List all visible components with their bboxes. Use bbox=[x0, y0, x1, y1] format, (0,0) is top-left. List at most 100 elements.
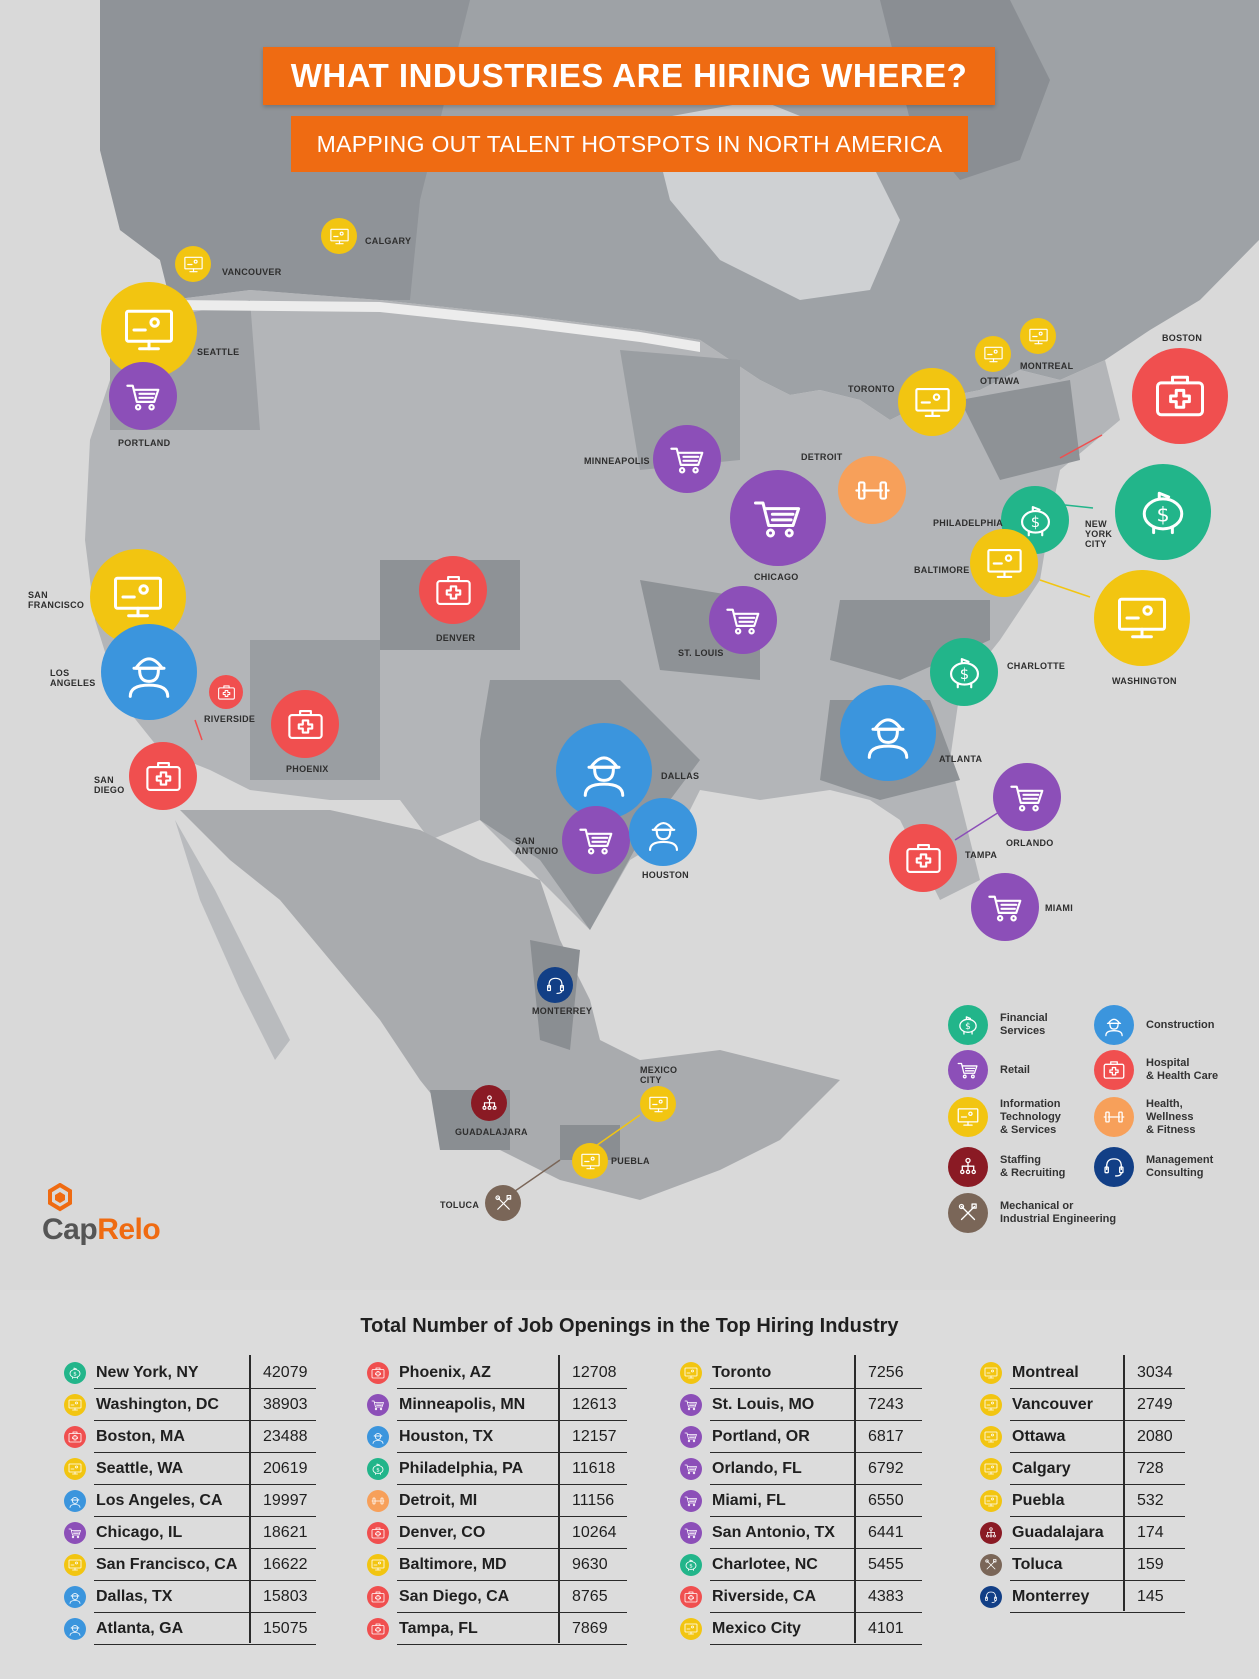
table-row: San Antonio, TX 6441 bbox=[680, 1517, 922, 1549]
legend-label-it: Information Technology & Services bbox=[1000, 1097, 1061, 1136]
table-row: Denver, CO 10264 bbox=[367, 1517, 627, 1549]
table-row: Minneapolis, MN 12613 bbox=[367, 1389, 627, 1421]
row-value: 15803 bbox=[263, 1588, 308, 1605]
medkit-icon bbox=[284, 703, 327, 746]
computer-icon bbox=[911, 381, 954, 424]
row-city: Toronto bbox=[712, 1364, 772, 1381]
row-divider bbox=[94, 1451, 316, 1453]
tools-icon bbox=[948, 1193, 988, 1233]
row-divider bbox=[94, 1611, 316, 1613]
table-row: San Diego, CA 8765 bbox=[367, 1581, 627, 1613]
svg-text:$: $ bbox=[1030, 514, 1039, 531]
row-value: 728 bbox=[1137, 1460, 1164, 1477]
city-label-san-antonio: SAN ANTONIO bbox=[515, 836, 559, 856]
row-value: 7256 bbox=[868, 1364, 904, 1381]
row-value: 6817 bbox=[868, 1428, 904, 1445]
legend-item-it: Information Technology & Services bbox=[948, 1097, 1061, 1137]
marker-boston bbox=[1132, 348, 1228, 444]
cart-icon bbox=[680, 1426, 702, 1448]
row-city: Monterrey bbox=[1012, 1588, 1090, 1605]
legend-label-mechanical: Mechanical or Industrial Engineering bbox=[1000, 1200, 1117, 1225]
computer-icon bbox=[647, 1093, 670, 1116]
city-label-monterrey: MONTERREY bbox=[532, 1006, 593, 1016]
row-divider bbox=[1010, 1451, 1185, 1453]
city-label-mexico-city: MEXICO CITY bbox=[640, 1065, 678, 1085]
row-city: San Antonio, TX bbox=[712, 1524, 835, 1541]
column-separator bbox=[558, 1355, 560, 1643]
page-subtitle: MAPPING OUT TALENT HOTSPOTS IN NORTH AME… bbox=[316, 130, 943, 157]
row-value: 159 bbox=[1137, 1556, 1164, 1573]
legend-label-retail: Retail bbox=[1000, 1063, 1030, 1076]
computer-icon bbox=[980, 1490, 1002, 1512]
medkit-icon bbox=[367, 1586, 389, 1608]
row-city: New York, NY bbox=[96, 1364, 199, 1381]
row-value: 20619 bbox=[263, 1460, 308, 1477]
row-value: 42079 bbox=[263, 1364, 308, 1381]
computer-icon bbox=[983, 542, 1026, 585]
row-city: Atlanta, GA bbox=[96, 1620, 184, 1637]
org-chart-icon bbox=[478, 1092, 501, 1115]
row-city: Riverside, CA bbox=[712, 1588, 817, 1605]
svg-text:$: $ bbox=[689, 1564, 693, 1570]
headset-icon bbox=[1094, 1147, 1134, 1187]
table-row: Seattle, WA 20619 bbox=[64, 1453, 316, 1485]
column-separator bbox=[249, 1355, 251, 1643]
row-city: Toluca bbox=[1012, 1556, 1063, 1573]
marker-chicago bbox=[730, 470, 826, 566]
city-label-denver: DENVER bbox=[436, 633, 476, 643]
computer-icon bbox=[980, 1394, 1002, 1416]
marker-toluca bbox=[485, 1185, 521, 1221]
row-value: 4101 bbox=[868, 1620, 904, 1637]
row-value: 15075 bbox=[263, 1620, 308, 1637]
table-row: Phoenix, AZ 12708 bbox=[367, 1357, 627, 1389]
city-label-seattle: SEATTLE bbox=[197, 347, 240, 357]
marker-baltimore bbox=[970, 529, 1038, 597]
row-value: 7869 bbox=[572, 1620, 608, 1637]
row-city: Philadelphia, PA bbox=[399, 1460, 524, 1477]
row-value: 3034 bbox=[1137, 1364, 1173, 1381]
row-divider bbox=[397, 1643, 627, 1645]
worker-icon bbox=[64, 1618, 86, 1640]
row-value: 6792 bbox=[868, 1460, 904, 1477]
row-city: Miami, FL bbox=[712, 1492, 786, 1509]
column-separator bbox=[1123, 1355, 1125, 1611]
row-city: Portland, OR bbox=[712, 1428, 810, 1445]
dumbbell-icon bbox=[1094, 1097, 1134, 1137]
row-city: Montreal bbox=[1012, 1364, 1079, 1381]
marker-minneapolis bbox=[653, 425, 721, 493]
table-row: $ Philadelphia, PA 11618 bbox=[367, 1453, 627, 1485]
row-value: 23488 bbox=[263, 1428, 308, 1445]
city-label-phoenix: PHOENIX bbox=[286, 764, 329, 774]
marker-toronto bbox=[898, 368, 966, 436]
brand-part-2: Relo bbox=[97, 1213, 161, 1246]
city-label-calgary: CALGARY bbox=[365, 236, 412, 246]
table-row: Boston, MA 23488 bbox=[64, 1421, 316, 1453]
headset-icon bbox=[980, 1586, 1002, 1608]
marker-vancouver bbox=[175, 246, 211, 282]
row-divider bbox=[1010, 1579, 1185, 1581]
row-city: St. Louis, MO bbox=[712, 1396, 815, 1413]
table-row: Vancouver 2749 bbox=[980, 1389, 1185, 1421]
piggy-bank-icon: $ bbox=[1014, 499, 1057, 542]
medkit-icon bbox=[1150, 366, 1210, 426]
row-divider bbox=[94, 1547, 316, 1549]
marker-san-antonio bbox=[562, 806, 630, 874]
computer-icon bbox=[948, 1097, 988, 1137]
computer-icon bbox=[64, 1458, 86, 1480]
legend-label-management: Management Consulting bbox=[1146, 1154, 1214, 1179]
table-row: Ottawa 2080 bbox=[980, 1421, 1185, 1453]
row-divider bbox=[397, 1579, 627, 1581]
table-title: Total Number of Job Openings in the Top … bbox=[360, 1315, 899, 1337]
marker-houston bbox=[629, 798, 697, 866]
row-divider bbox=[1010, 1547, 1185, 1549]
city-label-toronto: TORONTO bbox=[848, 384, 895, 394]
marker-monterrey bbox=[537, 967, 573, 1003]
row-city: San Francisco, CA bbox=[96, 1556, 238, 1573]
svg-text:$: $ bbox=[376, 1468, 380, 1474]
city-label-boston: BOSTON bbox=[1162, 333, 1203, 343]
medkit-icon bbox=[432, 569, 475, 612]
table-row: Tampa, FL 7869 bbox=[367, 1613, 627, 1645]
row-value: 8765 bbox=[572, 1588, 608, 1605]
svg-text:$: $ bbox=[1156, 502, 1169, 526]
headset-icon bbox=[544, 974, 567, 997]
